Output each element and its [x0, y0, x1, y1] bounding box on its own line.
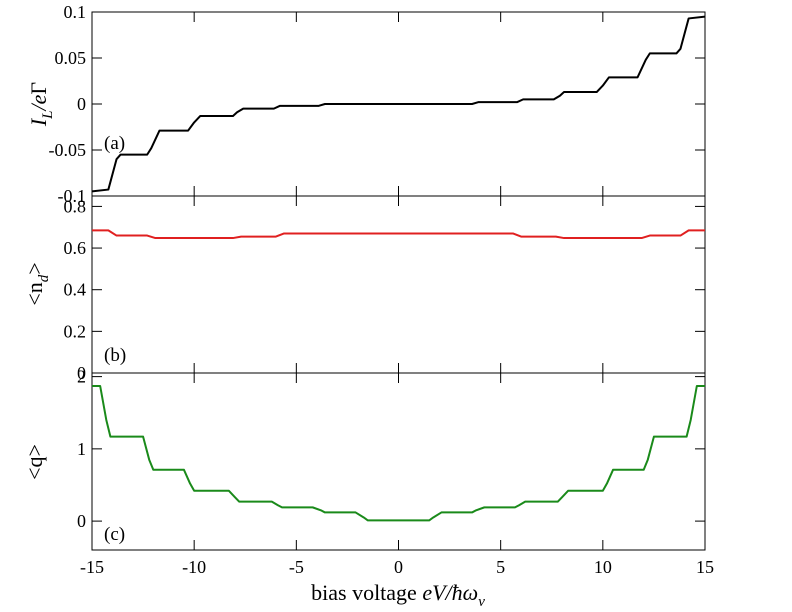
- series-line-current: [91, 15, 706, 193]
- y-tick-label: 0.8: [64, 196, 87, 216]
- panel-b-ylabel-text: <n: [22, 282, 47, 305]
- x-axis-label: bias voltage eV/ħων: [311, 580, 485, 610]
- x-tick-label: 0: [394, 557, 403, 577]
- panel-a-ylabel-greek: Γ: [26, 82, 51, 95]
- y-tick-label: 0: [77, 94, 86, 114]
- x-tick-label: -10: [182, 557, 206, 577]
- y-tick-label: 0.4: [64, 280, 87, 300]
- panel-b-series: [92, 229, 705, 240]
- panel-b-ticks: 0 0.2 0.4 0.6 0.8: [64, 196, 706, 383]
- panel-c-label: (c): [104, 524, 125, 545]
- x-tick-label: -5: [289, 557, 304, 577]
- panel-a-ylabel: IL/eΓ: [26, 82, 56, 128]
- panel-b-ylabel-close: >: [22, 262, 47, 274]
- y-tick-label: 0.6: [64, 238, 87, 258]
- x-axis-label-sub: ν: [478, 594, 485, 610]
- x-tick-label: 5: [496, 557, 505, 577]
- panel-a-ylabel-sub: L: [40, 110, 56, 119]
- y-tick-label: 1: [77, 439, 86, 459]
- series-line-displacement: [92, 385, 705, 522]
- x-axis-label-text: bias voltage: [311, 580, 422, 605]
- x-tick-label: -15: [80, 557, 104, 577]
- x-tick-label: 10: [594, 557, 612, 577]
- y-tick-label: 0.2: [64, 321, 87, 341]
- panel-c-series: [92, 385, 705, 522]
- panel-c-ticks: 0 1 2 -15 -10 -5 0 5 10 15: [77, 367, 714, 577]
- panel-a-ylabel-main: I: [26, 117, 51, 127]
- y-tick-label: -0.05: [49, 140, 87, 160]
- panel-a-current: -0.1 -0.05 0 0.05 0.1 (a) IL/eΓ: [26, 2, 706, 206]
- y-tick-label: 0: [77, 511, 86, 531]
- panel-c-displacement: 0 1 2 -15 -10 -5 0 5 10 15 (c) <q> bias voltage e…: [22, 367, 714, 610]
- panel-c-ylabel: <q>: [22, 444, 47, 480]
- panel-c-frame: [91, 372, 706, 551]
- x-axis-label-italic: eV/ħω: [422, 580, 478, 605]
- y-tick-label: 0: [77, 363, 86, 383]
- y-tick-label: 0.1: [64, 2, 87, 22]
- y-tick-label: 2: [77, 367, 86, 387]
- panel-a-series: [91, 15, 706, 193]
- series-line-occupation: [92, 229, 705, 240]
- y-tick-label: -0.1: [58, 186, 87, 206]
- x-tick-label: 15: [696, 557, 714, 577]
- y-tick-label: 0.05: [55, 48, 87, 68]
- panel-a-label: (a): [104, 133, 125, 154]
- panel-b-label: (b): [104, 345, 126, 366]
- panel-b-ylabel: <nd>: [22, 262, 52, 305]
- panel-b-frame: [91, 195, 706, 374]
- panel-a-ticks: -0.1 -0.05 0 0.05 0.1: [49, 2, 706, 206]
- panel-b-ylabel-sub: d: [36, 274, 52, 282]
- panel-a-ylabel-rest: /e: [26, 94, 51, 112]
- panel-b-occupation: 0 0.2 0.4 0.6 0.8 (b) <nd>: [22, 195, 706, 383]
